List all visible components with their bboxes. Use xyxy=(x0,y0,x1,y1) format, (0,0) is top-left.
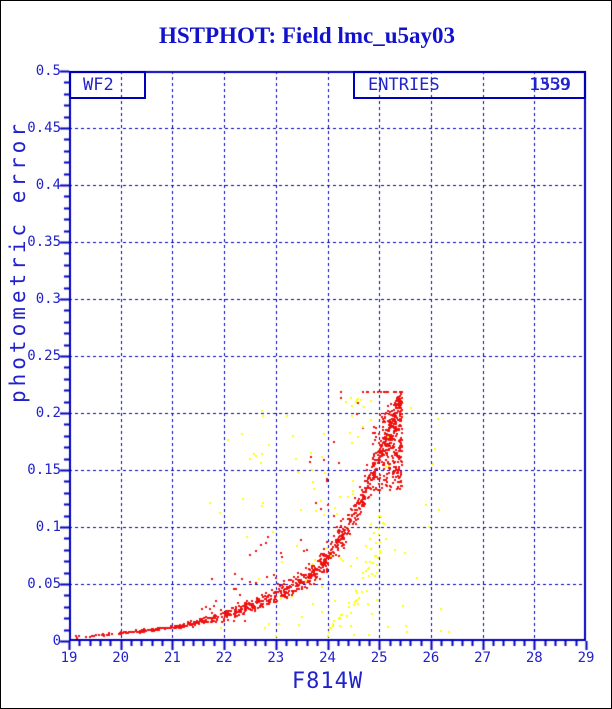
y-tick-label: 0.1 xyxy=(35,519,61,535)
chip-label-box: WF2 xyxy=(69,71,146,99)
x-tick-label: 28 xyxy=(525,650,543,666)
page-title: HSTPHOT: Field lmc_u5ay03 xyxy=(158,23,456,48)
x-tick-label: 22 xyxy=(215,650,233,666)
x-tick-label: 20 xyxy=(112,650,130,666)
x-tick-label: 27 xyxy=(474,650,492,666)
y-tick-label: 0.15 xyxy=(27,462,61,478)
chip-label: WF2 xyxy=(83,75,114,95)
entries-value-1: 1539 xyxy=(530,75,571,95)
y-tick-label: 0.2 xyxy=(35,405,61,421)
entries-label: ENTRIES xyxy=(368,75,440,95)
y-tick-label: 0.35 xyxy=(27,234,61,250)
x-tick-label: 21 xyxy=(163,650,181,666)
x-tick-label: 23 xyxy=(267,650,285,666)
y-tick-label: 0.4 xyxy=(35,177,61,193)
x-tick-label: 25 xyxy=(370,650,388,666)
x-tick-label: 26 xyxy=(422,650,440,666)
x-tick-label: 29 xyxy=(577,650,595,666)
y-tick-label: 0.05 xyxy=(27,576,61,592)
x-tick-label: 24 xyxy=(319,650,336,666)
y-tick-label: 0.5 xyxy=(35,63,61,79)
x-axis-title: F814W xyxy=(291,669,364,694)
y-tick-label: 0.45 xyxy=(27,120,61,136)
y-tick-label: 0.3 xyxy=(35,291,61,307)
y-tick-label: 0.25 xyxy=(27,348,61,364)
y-tick-label: 0 xyxy=(52,633,61,649)
x-tick-label: 19 xyxy=(60,650,78,666)
entries-value-2: 1359 xyxy=(529,75,570,95)
entries-box: ENTRIES 1539 1359 xyxy=(353,71,586,99)
